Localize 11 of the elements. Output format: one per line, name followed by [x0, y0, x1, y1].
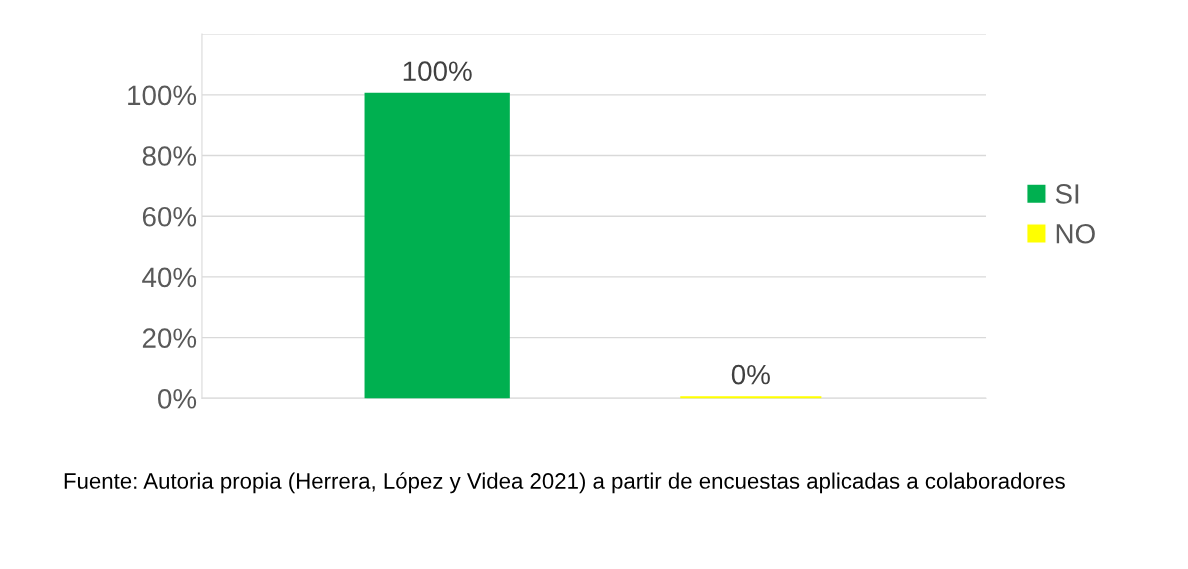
y-tick-label: 80%	[142, 146, 197, 166]
y-tick-label: 0%	[158, 388, 197, 409]
data-label: 0%	[731, 364, 770, 385]
y-tick-label: 40%	[142, 267, 197, 288]
y-tick-label: 60%	[142, 206, 197, 227]
legend-label: NO	[1056, 223, 1095, 244]
y-tick-label: 100%	[128, 85, 197, 106]
legend-label: SI	[1055, 184, 1079, 204]
y-tick-label: 20%	[142, 328, 197, 348]
source-note: Fuente: Autoria propia (Herrera, López y Videa 2021) a partir de encuestas aplicadas a colaboradores	[64, 472, 1065, 494]
data-label: 100%	[403, 61, 472, 82]
